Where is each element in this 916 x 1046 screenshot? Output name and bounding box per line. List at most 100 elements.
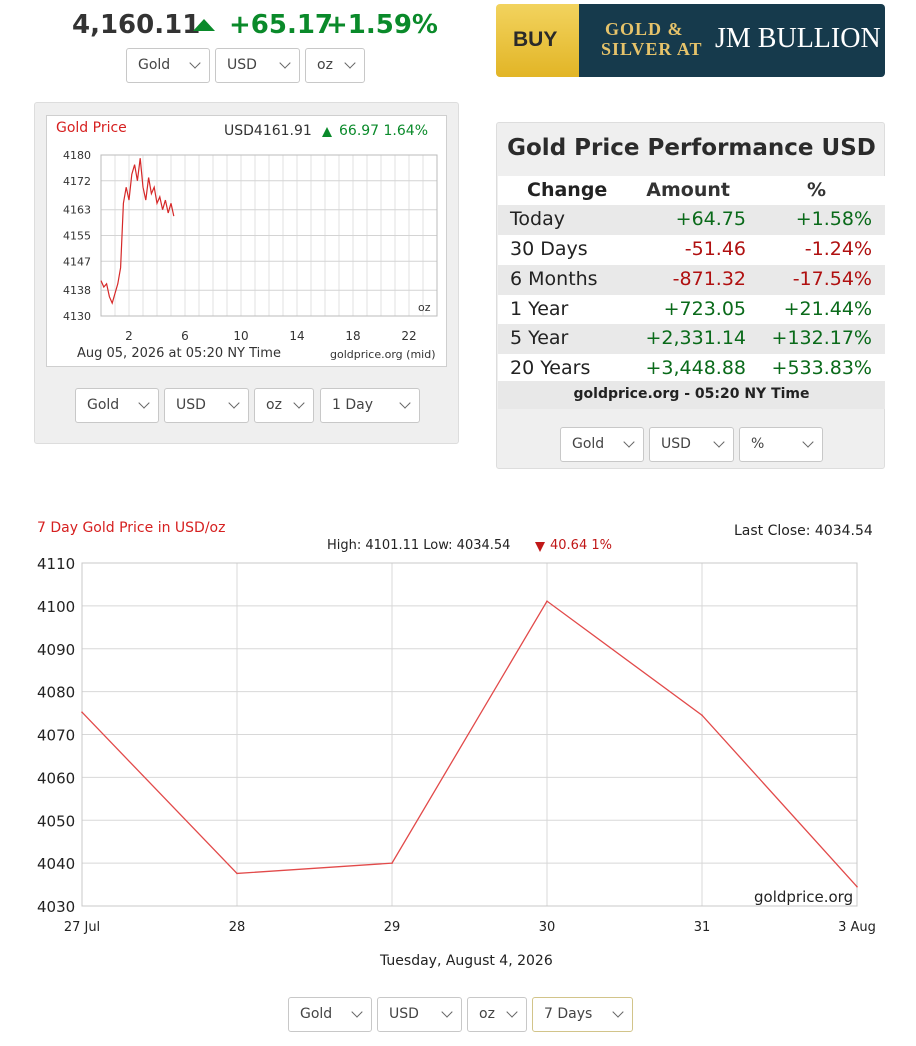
y-tick-label: 4060 (37, 769, 75, 787)
big-chart-plot: 4030 4040 4050 4060 4070 4080 4090 4100 4110 27 J… (37, 555, 876, 935)
mini-timeframe-select[interactable]: 1 Day (320, 388, 420, 423)
chevron-down-icon (344, 57, 356, 69)
row-period: 5 Year (510, 327, 569, 349)
chevron-down-icon (293, 397, 305, 409)
perf-currency-select[interactable]: USD (649, 427, 734, 462)
header-amount: Amount (646, 179, 730, 201)
big-currency-select[interactable]: USD (377, 997, 462, 1032)
series-line (100, 158, 175, 305)
y-tick-label: 4180 (63, 149, 91, 162)
row-percent: +1.58% (795, 208, 872, 230)
row-percent: -17.54% (792, 268, 872, 290)
x-tick-label: 18 (345, 329, 360, 343)
y-tick-label: 4050 (37, 812, 75, 830)
row-period: Today (510, 208, 565, 230)
unit-select[interactable]: oz (305, 48, 365, 83)
mini-currency-select[interactable]: USD (164, 388, 249, 423)
mini-chart-title: Gold Price (56, 120, 127, 136)
chevron-down-icon (228, 397, 240, 409)
down-triangle-icon (535, 542, 545, 552)
row-amount: +64.75 (675, 208, 746, 230)
row-amount: +2,331.14 (645, 327, 746, 349)
jm-bullion-ad-banner[interactable]: BUY GOLD & SILVER AT JM BULLION (496, 4, 885, 77)
big-chart-watermark: goldprice.org (754, 888, 854, 906)
big-metal-select[interactable]: Gold (288, 997, 372, 1032)
performance-title: Gold Price Performance USD (507, 135, 876, 161)
data-point (81, 711, 83, 714)
mini-metal-select-value: Gold (87, 397, 120, 413)
x-tick-label: 22 (401, 329, 416, 343)
up-triangle-icon (322, 127, 332, 137)
performance-header-row: Change Amount % (498, 176, 885, 206)
plot-frame (100, 154, 438, 317)
ad-buy-block: BUY (496, 4, 579, 77)
big-unit-select-value: oz (479, 1006, 495, 1022)
x-tick-label: 2 (125, 329, 133, 343)
big-timeframe-select[interactable]: 7 Days (532, 997, 633, 1032)
table-row: 6 Months -871.32 -17.54% (498, 265, 885, 295)
x-tick-label: 29 (384, 920, 401, 935)
chevron-down-icon (399, 397, 411, 409)
performance-footer: goldprice.org - 05:20 NY Time (498, 381, 885, 409)
big-chart-xlabel: Tuesday, August 4, 2026 (380, 953, 553, 969)
mini-currency-select-value: USD (176, 397, 206, 413)
big-chart-stats: High: 4101.11 Low: 4034.54 (327, 538, 511, 553)
row-percent: +21.44% (783, 298, 872, 320)
data-point (546, 600, 548, 602)
chevron-down-icon (351, 1006, 363, 1018)
chevron-down-icon (612, 1006, 624, 1018)
plot-frame (81, 562, 858, 907)
chevron-down-icon (441, 1006, 453, 1018)
price-change: +65.17 (229, 10, 334, 40)
header-percent: % (806, 179, 826, 201)
mini-timeframe-select-value: 1 Day (332, 397, 374, 413)
spot-price: 4,160.11 (72, 10, 201, 40)
big-unit-select[interactable]: oz (467, 997, 527, 1032)
y-tick-label: 4110 (37, 555, 75, 573)
mini-chart-plot: 4130 4138 4147 4155 4163 4172 4180 2 6 10 14 18 22 (63, 149, 438, 343)
big-metal-select-value: Gold (300, 1006, 333, 1022)
ad-line-1: GOLD & (605, 19, 684, 39)
mini-chart-price: USD4161.91 (224, 123, 312, 139)
y-tick-label: 4070 (37, 727, 75, 745)
metal-select-value: Gold (138, 57, 171, 73)
chevron-down-icon (189, 57, 201, 69)
row-period: 30 Days (510, 238, 588, 260)
live-gold-chart: Gold Price USD4161.91 66.97 1.64% 4130 41… (46, 115, 447, 367)
chevron-down-icon (713, 436, 725, 448)
y-tick-label: 4138 (63, 284, 91, 297)
perf-mode-select[interactable]: % (739, 427, 823, 462)
mini-chart-unit: oz (418, 301, 431, 314)
row-percent: -1.24% (804, 238, 872, 260)
x-tick-label: 3 Aug (838, 920, 876, 935)
currency-select[interactable]: USD (215, 48, 300, 83)
mini-chart-source: goldprice.org (mid) (330, 348, 436, 361)
row-percent: +132.17% (771, 327, 872, 349)
y-tick-label: 4040 (37, 855, 75, 873)
x-tick-label: 30 (539, 920, 556, 935)
perf-currency-select-value: USD (661, 436, 691, 452)
perf-metal-select-value: Gold (572, 436, 605, 452)
ad-brand-block: GOLD & SILVER AT JM BULLION (579, 4, 885, 77)
metal-select[interactable]: Gold (126, 48, 210, 83)
table-row: 5 Year +2,331.14 +132.17% (498, 324, 885, 354)
mini-unit-select[interactable]: oz (254, 388, 314, 423)
big-chart-last-close: Last Close: 4034.54 (734, 523, 873, 539)
data-point (391, 862, 393, 864)
row-amount: +723.05 (663, 298, 746, 320)
x-tick-label: 14 (289, 329, 304, 343)
mini-chart-timestamp: Aug 05, 2026 at 05:20 NY Time (77, 346, 281, 361)
y-tick-label: 4080 (37, 684, 75, 702)
table-row: Today +64.75 +1.58% (498, 205, 885, 235)
x-tick-label: 27 Jul (64, 920, 100, 935)
mini-chart-change: 66.97 1.64% (339, 123, 429, 139)
chevron-down-icon (138, 397, 150, 409)
performance-panel: Gold Price Performance USD Change Amount… (496, 122, 885, 469)
mini-metal-select[interactable]: Gold (75, 388, 159, 423)
y-tick-label: 4100 (37, 598, 75, 616)
x-tick-label: 28 (229, 920, 246, 935)
chevron-down-icon (279, 57, 291, 69)
big-timeframe-select-value: 7 Days (544, 1006, 593, 1022)
row-period: 6 Months (510, 268, 598, 290)
perf-metal-select[interactable]: Gold (560, 427, 644, 462)
